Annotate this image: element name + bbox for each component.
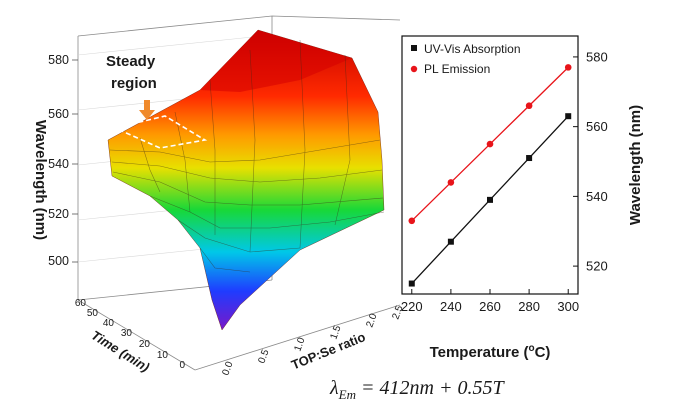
arrow-down-icon (139, 100, 155, 120)
annotation-line-1: Steady (106, 53, 156, 70)
equation-rhs: = 412nm + 0.55T (356, 377, 505, 399)
plot-frame (401, 35, 579, 295)
ratio-tick-label: 2.5 (390, 304, 405, 321)
x-tick-label: 280 (518, 299, 540, 314)
steady-region-box (112, 115, 208, 149)
y-tick-label: 540 (586, 189, 608, 204)
steady-region-annotation: Steady region (106, 53, 208, 149)
time-tick-label: 60 (75, 298, 87, 309)
surface-ridge (200, 30, 352, 92)
ratio-tick-label: 0.0 (220, 360, 235, 377)
surface-plot: Steady region 500 520 540 560 580 Wavele… (32, 15, 406, 377)
legend-label-pl: PL Emission (424, 62, 490, 76)
z-axis-label: Wavelength (nm) (32, 120, 49, 240)
data-point-uv (447, 238, 454, 245)
ratio-tick-label: 2.0 (364, 312, 379, 329)
x-tick-label: 220 (401, 299, 423, 314)
y-ticks: 520 540 560 580 (573, 49, 608, 274)
ratio-tick-label: 0.5 (256, 348, 271, 365)
x-axis-tick-labels: 0.0 0.5 1.0 1.5 2.0 2.5 (220, 304, 405, 377)
legend-marker-pl (410, 65, 418, 73)
time-tick-label: 20 (139, 339, 151, 350)
ratio-tick-label: 1.5 (328, 324, 343, 341)
z-tick-label: 580 (48, 53, 69, 67)
x-axis-title-suffix: C) (535, 344, 551, 361)
time-tick-label: 30 (121, 328, 133, 339)
equation-lhs: λ (329, 377, 339, 399)
data-point-pl (486, 140, 494, 148)
z-tick-label: 520 (48, 207, 69, 221)
surface-mesh (107, 29, 385, 331)
x-axis-title: Temperature (oC) (430, 343, 551, 361)
data-point-pl (564, 64, 572, 71)
data-point-uv (408, 280, 415, 287)
time-tick-label: 10 (157, 350, 169, 361)
y-axis-title: Wavelength (nm) (627, 105, 644, 225)
data-point-pl (447, 179, 455, 186)
ratio-tick-label: 1.0 (292, 336, 307, 353)
surface-gridlines (109, 39, 385, 273)
z-axis-ticks (72, 59, 78, 263)
annotation-line-2: region (111, 75, 157, 92)
z-tick-label: 540 (48, 157, 69, 171)
z-tick-label: 560 (48, 107, 69, 121)
x-ticks: 220 240 260 280 300 (401, 289, 579, 314)
data-point-uv (487, 196, 493, 203)
data-point-uv (565, 113, 572, 120)
time-tick-label: 0 (179, 360, 185, 371)
time-tick-label: 50 (87, 308, 99, 319)
z-axis-tick-labels: 500 520 540 560 580 (48, 53, 69, 268)
time-tick-label: 40 (103, 318, 115, 329)
data-point-pl (525, 102, 533, 110)
legend-label-uv: UV-Vis Absorption (424, 42, 521, 56)
x-tick-label: 240 (440, 299, 462, 314)
data-point-uv (526, 155, 533, 162)
x-tick-label: 300 (557, 299, 579, 314)
equation: λEm = 412nm + 0.55T (329, 377, 505, 402)
equation-sub: Em (338, 387, 356, 402)
legend-marker-uv (411, 45, 417, 51)
x-tick-label: 260 (479, 299, 501, 314)
y-axis-tick-labels: 0 10 20 30 40 50 60 (75, 298, 186, 371)
series-group (408, 64, 572, 287)
z-tick-label: 500 (48, 254, 69, 268)
y-tick-label: 560 (586, 119, 608, 134)
x-axis-title-prefix: Temperature ( (430, 344, 529, 361)
y-tick-label: 520 (586, 259, 608, 274)
scatter-plot: 220 240 260 280 300 520 540 560 580 UV-Vis Abso… (401, 35, 644, 361)
x-axis-title-sup: o (528, 343, 534, 354)
y-tick-label: 580 (586, 49, 608, 64)
legend: UV-Vis Absorption PL Emission (410, 42, 521, 76)
data-point-pl (408, 217, 416, 225)
